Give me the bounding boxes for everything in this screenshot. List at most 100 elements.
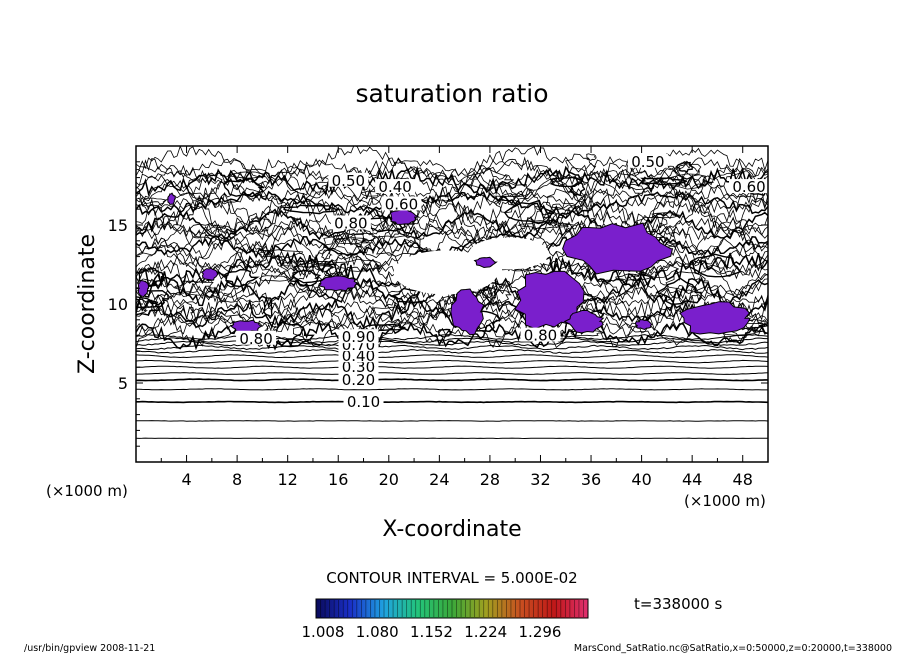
contour-loop — [173, 280, 219, 296]
supersaturated-patch — [318, 275, 359, 292]
contour-loop — [568, 182, 586, 197]
contour-line — [136, 235, 768, 259]
contour-loop — [189, 222, 221, 240]
contour-label: 0.50 — [332, 172, 365, 190]
contour-loop — [263, 296, 274, 320]
contour-line — [136, 282, 768, 318]
colorbar-tick-label: 1.224 — [464, 623, 507, 641]
contour-loop — [361, 323, 406, 332]
contour-loop — [547, 204, 590, 226]
supersaturated-patch — [137, 280, 150, 298]
contour-loop — [136, 287, 170, 309]
contour-line — [136, 354, 768, 359]
contour-loop — [636, 216, 668, 233]
contour-loop — [688, 253, 741, 278]
contour-loop — [611, 171, 662, 191]
contour-label-bg — [375, 179, 416, 194]
y-tick-label: 10 — [108, 295, 128, 314]
contour-line — [136, 177, 768, 210]
contour-loop — [323, 232, 373, 256]
contour-loop — [640, 177, 688, 186]
contour-loop — [283, 204, 341, 215]
contour-line — [136, 365, 768, 369]
contour-line — [136, 208, 768, 241]
supersaturated-patch — [562, 222, 674, 275]
colorbar-tick-label: 1.152 — [410, 623, 453, 641]
contour-loop — [141, 197, 167, 207]
x-tick-label: 12 — [278, 470, 298, 489]
contour-label: 0.80 — [334, 214, 367, 232]
x-tick-label: 24 — [429, 470, 449, 489]
contour-loop — [224, 268, 260, 288]
contour-label-bg — [338, 359, 379, 374]
contour-label-bg — [338, 329, 379, 344]
contour-label: 0.60 — [385, 195, 418, 213]
contour-label: 0.50 — [631, 153, 664, 171]
contour-loop — [222, 177, 265, 198]
contour-loop — [292, 321, 345, 347]
x-tick-label: 44 — [682, 470, 702, 489]
contour-loop — [360, 190, 380, 197]
contour-loop — [334, 236, 369, 244]
contour-label-bg — [236, 330, 277, 345]
colorbar-ticks: 1.008 1.080 1.152 1.224 1.296 — [302, 623, 562, 641]
x-unit-left: (×1000 m) — [46, 482, 128, 500]
contour-line — [136, 340, 768, 347]
contour-label-bg — [330, 215, 371, 230]
y-axis-label: Z-coordinate — [75, 234, 100, 374]
supersaturated-patch — [200, 267, 219, 281]
contour-label: 0.30 — [342, 358, 375, 376]
contour-label-bg — [627, 153, 668, 168]
contour-line — [136, 344, 768, 351]
supersaturated-patch — [634, 319, 653, 331]
x-tick-label: 16 — [328, 470, 348, 489]
x-axis: 4 8 12 16 20 24 28 32 36 40 44 48 — [160, 146, 753, 489]
contour-labels: 0.100.200.300.400.700.900.500.600.50 0.40… — [236, 153, 768, 411]
contour-loop — [259, 275, 292, 282]
contour-label: 0.10 — [347, 393, 380, 411]
contour-loop — [280, 260, 336, 268]
contour-line — [136, 217, 768, 242]
contour-line — [136, 216, 768, 251]
x-tick-label: 32 — [530, 470, 550, 489]
contour-loop — [565, 153, 597, 180]
x-tick-label: 8 — [232, 470, 242, 489]
contour-interval: CONTOUR INTERVAL = 5.000E-02 — [326, 569, 577, 587]
contour-line — [136, 191, 768, 233]
contour-line — [136, 359, 768, 364]
contour-loop — [249, 217, 272, 233]
contour-line — [136, 420, 768, 422]
contour-loop — [661, 173, 714, 190]
contour-loop — [175, 301, 194, 324]
supersaturated-regions — [137, 192, 752, 336]
supersaturated-patch — [563, 310, 605, 334]
colorbar-stripes — [320, 600, 584, 617]
contour-line — [136, 202, 768, 240]
contour-label-bg — [338, 348, 379, 363]
chart-title: saturation ratio — [355, 79, 548, 108]
x-axis-label: X-coordinate — [382, 517, 521, 542]
contour-label-bg — [729, 179, 768, 194]
footer-right: MarsCond_SatRatio.nc@SatRatio,x=0:50000,… — [574, 643, 892, 654]
contour-line — [136, 296, 768, 331]
colorbar-tick-label: 1.080 — [356, 623, 399, 641]
time-label: t=338000 s — [634, 595, 722, 613]
colorbar-tick-label: 1.296 — [519, 623, 562, 641]
plot-area: 0.100.200.300.400.700.900.500.600.50 0.40… — [135, 145, 769, 463]
x-tick-label: 20 — [379, 470, 399, 489]
supersaturated-patch — [450, 288, 485, 336]
contour-loop — [675, 161, 695, 173]
contour-label: 0.80 — [239, 330, 272, 348]
contour-loop — [228, 171, 267, 179]
contour-line — [136, 348, 768, 354]
contour-label: 0.20 — [342, 371, 375, 389]
x-tick-label: 36 — [581, 470, 601, 489]
y-axis: 5 10 15 — [108, 161, 768, 447]
contour-loop — [493, 193, 521, 214]
contour-line — [136, 378, 768, 382]
contour-loop — [615, 273, 652, 281]
contour-loop — [464, 168, 514, 189]
contour-line — [136, 388, 768, 391]
contour-loop — [287, 269, 322, 287]
